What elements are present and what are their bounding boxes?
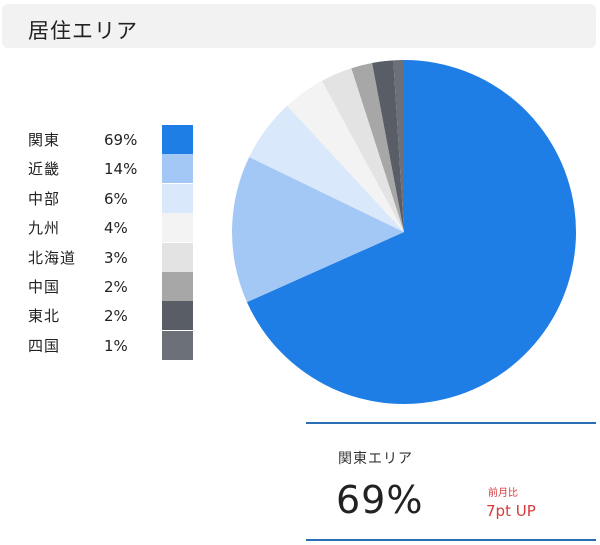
legend-item-percent: 4% xyxy=(104,219,128,238)
pie-slice-4 xyxy=(287,80,404,232)
legend-swatch xyxy=(162,125,193,154)
summary-compare-label: 前月比 xyxy=(488,488,518,499)
legend-swatch xyxy=(162,272,193,301)
pie-slice-6 xyxy=(351,62,404,232)
legend-item-name: 中部 xyxy=(28,189,61,208)
legend-swatch xyxy=(162,330,193,360)
legend-item-percent: 69% xyxy=(104,131,138,149)
legend-item-percent: 6% xyxy=(104,189,128,208)
legend-item-percent: 2% xyxy=(104,278,128,296)
legend-item-name: 北海道 xyxy=(28,248,77,267)
legend-item-name: 中国 xyxy=(28,278,61,296)
legend-swatch xyxy=(162,301,193,331)
pie-slice-5 xyxy=(321,68,404,232)
pie-slice-7 xyxy=(372,60,404,232)
summary-divider-bottom xyxy=(306,539,596,541)
legend-swatch xyxy=(162,242,193,272)
pie-chart xyxy=(231,59,576,405)
legend-swatch xyxy=(162,183,193,213)
pie-slice-1 xyxy=(246,60,576,405)
summary-divider-top xyxy=(306,422,596,424)
legend-swatch xyxy=(162,154,193,184)
summary-value: 69% xyxy=(336,478,424,522)
legend-swatch xyxy=(162,213,193,243)
legend-item-percent: 14% xyxy=(104,160,138,179)
legend-item-name: 四国 xyxy=(28,336,61,355)
legend-item-percent: 3% xyxy=(104,248,128,267)
legend-item-percent: 2% xyxy=(104,307,128,326)
legend-item-percent: 1% xyxy=(104,336,128,355)
legend-item-name: 九州 xyxy=(28,219,61,238)
summary-compare-value: 7pt UP xyxy=(486,502,536,520)
pie-slice-2 xyxy=(231,157,404,303)
legend-item-name: 近畿 xyxy=(28,160,61,179)
chart-legend: 関東 69% 近畿 14% 中部 6% 九州 4% 北海道 3% 中国 2% 東北 2% 四国 1% xyxy=(0,0,200,400)
pie-slice-3 xyxy=(249,105,404,232)
pie-slice-8 xyxy=(393,59,404,232)
legend-item-name: 東北 xyxy=(28,307,61,326)
legend-item-name: 関東 xyxy=(28,131,61,149)
section-title: 居住エリア xyxy=(28,19,138,43)
summary-label: 関東エリア xyxy=(338,451,413,467)
section-header: 居住エリア xyxy=(2,4,596,48)
